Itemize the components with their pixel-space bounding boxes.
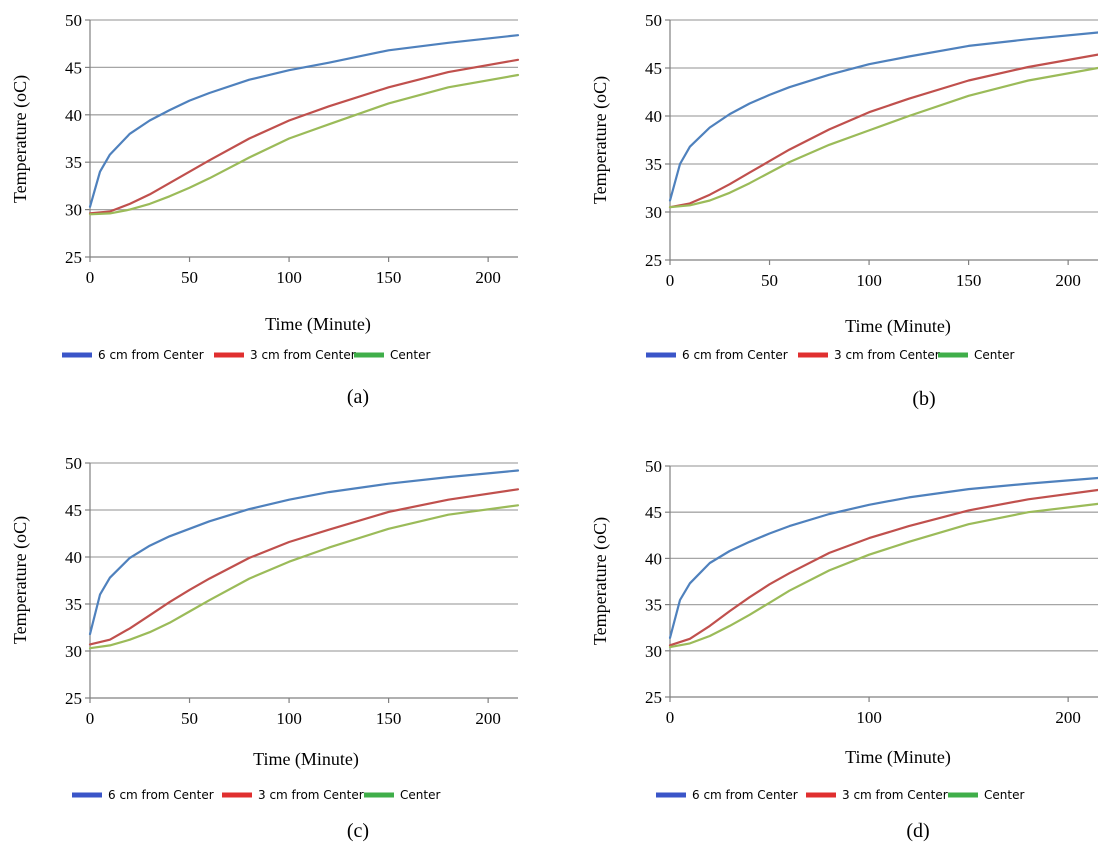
legend-label: Center bbox=[984, 788, 1024, 802]
y-tick-label: 40 bbox=[65, 106, 82, 125]
x-tick-label: 200 bbox=[475, 709, 501, 728]
y-tick-label: 30 bbox=[65, 201, 82, 220]
x-tick-label: 200 bbox=[1055, 271, 1081, 290]
x-axis-title: Time (Minute) bbox=[845, 747, 951, 768]
y-tick-label: 25 bbox=[645, 688, 662, 707]
x-tick-label: 100 bbox=[276, 709, 302, 728]
x-axis-title: Time (Minute) bbox=[265, 314, 371, 335]
series-line-6cm bbox=[668, 476, 1098, 640]
series-line-6cm bbox=[88, 34, 520, 208]
y-tick-label: 45 bbox=[645, 59, 662, 78]
x-tick-label: 50 bbox=[181, 268, 198, 287]
y-tick-label: 50 bbox=[65, 11, 82, 30]
y-tick-label: 35 bbox=[65, 595, 82, 614]
y-tick-label: 50 bbox=[645, 457, 662, 476]
y-tick-label: 40 bbox=[65, 548, 82, 567]
y-tick-label: 50 bbox=[65, 454, 82, 473]
legend-label: 3 cm from Center bbox=[250, 348, 356, 362]
series-line-3cm bbox=[88, 58, 520, 215]
series-line-center bbox=[668, 66, 1098, 209]
y-axis-title: Temperature (oC) bbox=[10, 516, 31, 644]
series-line-3cm bbox=[668, 53, 1098, 209]
panel-caption: (d) bbox=[906, 820, 929, 842]
legend-label: 6 cm from Center bbox=[108, 788, 214, 802]
x-tick-label: 100 bbox=[276, 268, 302, 287]
y-tick-label: 45 bbox=[65, 58, 82, 77]
x-tick-label: 50 bbox=[181, 709, 198, 728]
y-tick-label: 45 bbox=[65, 501, 82, 520]
x-tick-label: 0 bbox=[666, 271, 675, 290]
series-line-center bbox=[668, 502, 1098, 649]
x-tick-label: 0 bbox=[86, 709, 95, 728]
y-tick-label: 50 bbox=[645, 11, 662, 30]
chart-panel-c: 25 30 35 40 45 50 0 50 100 150 200 Time (Minute) Tem… bbox=[10, 454, 520, 842]
y-tick-label: 40 bbox=[645, 549, 662, 568]
x-tick-label: 200 bbox=[475, 268, 501, 287]
y-tick-label: 25 bbox=[65, 248, 82, 267]
y-tick-label: 40 bbox=[645, 107, 662, 126]
y-tick-label: 35 bbox=[645, 596, 662, 615]
series-line-center bbox=[88, 504, 520, 650]
legend-label: Center bbox=[390, 348, 430, 362]
y-tick-label: 35 bbox=[65, 153, 82, 172]
legend-label: 6 cm from Center bbox=[98, 348, 204, 362]
y-tick-label: 30 bbox=[65, 642, 82, 661]
chart-panel-a: 25 30 35 40 45 50 0 50 100 150 200 Time (Minute) Tem… bbox=[10, 11, 520, 408]
series-line-6cm bbox=[88, 469, 520, 636]
y-tick-label: 25 bbox=[645, 251, 662, 270]
y-tick-label: 30 bbox=[645, 203, 662, 222]
y-tick-label: 35 bbox=[645, 155, 662, 174]
y-axis-title: Temperature (oC) bbox=[590, 76, 611, 204]
x-tick-label: 0 bbox=[86, 268, 95, 287]
chart-panel-d: 25 30 35 40 45 50 0 100 200 Time (Minute) Temperat… bbox=[590, 457, 1098, 842]
x-tick-label: 0 bbox=[666, 708, 675, 727]
y-axis-title: Temperature (oC) bbox=[590, 517, 611, 645]
y-tick-label: 25 bbox=[65, 689, 82, 708]
x-tick-label: 150 bbox=[376, 268, 402, 287]
y-tick-label: 30 bbox=[645, 642, 662, 661]
x-tick-label: 200 bbox=[1055, 708, 1081, 727]
series-line-3cm bbox=[668, 488, 1098, 647]
x-axis-title: Time (Minute) bbox=[253, 749, 359, 770]
series-line-6cm bbox=[668, 31, 1098, 202]
legend-label: 3 cm from Center bbox=[834, 348, 940, 362]
legend-label: 3 cm from Center bbox=[258, 788, 364, 802]
x-tick-label: 100 bbox=[856, 708, 882, 727]
x-tick-label: 100 bbox=[856, 271, 882, 290]
legend-label: 6 cm from Center bbox=[692, 788, 798, 802]
panel-caption: (b) bbox=[912, 388, 935, 410]
legend-label: Center bbox=[974, 348, 1014, 362]
legend-label: 3 cm from Center bbox=[842, 788, 948, 802]
series-line-3cm bbox=[88, 488, 520, 646]
x-axis-title: Time (Minute) bbox=[845, 316, 951, 337]
panel-caption: (a) bbox=[347, 386, 369, 408]
series-line-center bbox=[88, 73, 520, 216]
y-axis-title: Temperature (oC) bbox=[10, 75, 31, 203]
panel-caption: (c) bbox=[347, 820, 369, 842]
legend-label: Center bbox=[400, 788, 440, 802]
x-tick-label: 150 bbox=[376, 709, 402, 728]
x-tick-label: 150 bbox=[956, 271, 982, 290]
chart-panel-b: 25 30 35 40 45 50 0 50 100 150 200 Time (Minute) Tem… bbox=[590, 11, 1098, 410]
x-tick-label: 50 bbox=[761, 271, 778, 290]
legend-label: 6 cm from Center bbox=[682, 348, 788, 362]
y-tick-label: 45 bbox=[645, 503, 662, 522]
